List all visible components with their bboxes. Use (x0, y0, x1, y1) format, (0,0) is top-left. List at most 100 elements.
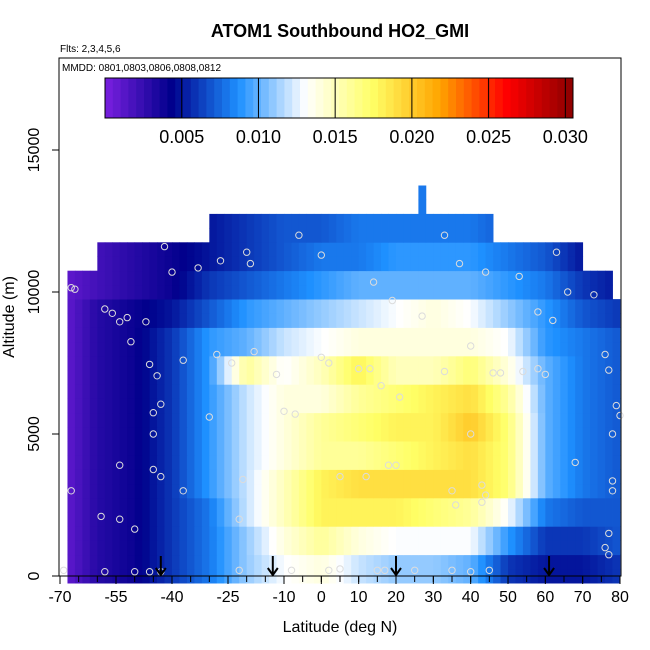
heatmap-cell (172, 526, 180, 541)
heatmap-cell (306, 441, 315, 456)
heatmap-cell (612, 412, 621, 428)
heatmap-cell (261, 497, 270, 513)
heatmap-cell (291, 384, 300, 399)
heatmap-cell (269, 512, 277, 527)
heatmap-cell (269, 483, 277, 499)
heatmap-cell (537, 398, 546, 414)
heatmap-cell (463, 370, 472, 385)
heatmap-cell (179, 384, 188, 399)
heatmap-cell (157, 242, 165, 257)
heatmap-cell (366, 384, 374, 399)
heatmap-cell (396, 455, 404, 470)
heatmap-cell (396, 355, 404, 371)
heatmap-cell (373, 512, 382, 527)
heatmap-cell (425, 455, 434, 470)
heatmap-cell (186, 284, 195, 300)
heatmap-cell (351, 270, 360, 286)
heatmap-cell (343, 483, 352, 499)
heatmap-cell (134, 242, 143, 257)
heatmap-cell (560, 398, 569, 414)
heatmap-cell (343, 512, 352, 527)
heatmap-cell (157, 512, 165, 527)
heatmap-cell (276, 213, 285, 229)
heatmap-cell (612, 384, 621, 399)
heatmap-cell (134, 327, 143, 343)
heatmap-cell (291, 426, 300, 442)
heatmap-cell (276, 270, 285, 286)
heatmap-cell (261, 469, 270, 485)
heatmap-cell (448, 540, 457, 556)
heatmap-cell (351, 398, 360, 414)
heatmap-cell (157, 412, 165, 428)
heatmap-cell (597, 341, 606, 357)
heatmap-cell (567, 327, 576, 343)
heatmap-cell (605, 497, 613, 513)
heatmap-cell (104, 426, 113, 442)
heatmap-cell (575, 540, 584, 556)
heatmap-cell (358, 455, 367, 470)
heatmap-cell (186, 341, 195, 357)
heatmap-cell (425, 228, 434, 243)
heatmap-cell (209, 469, 218, 485)
heatmap-cell (104, 313, 113, 328)
heatmap-cell (470, 355, 479, 371)
heatmap-cell (119, 469, 128, 485)
heatmap-cell (104, 497, 113, 513)
colorbar-tick-label: 0.010 (236, 127, 281, 147)
heatmap-cell (425, 512, 434, 527)
heatmap-cell (82, 469, 91, 485)
heatmap-cell (209, 370, 218, 385)
heatmap-cell (284, 242, 292, 257)
heatmap-cell (186, 313, 195, 328)
heatmap-cell (261, 256, 270, 272)
heatmap-cell (179, 497, 188, 513)
heatmap-cell (605, 327, 613, 343)
heatmap-cell (321, 256, 330, 272)
heatmap-cell (530, 341, 539, 357)
heatmap-cell (418, 228, 427, 243)
heatmap-cell (418, 213, 427, 229)
heatmap-cell (440, 412, 449, 428)
heatmap-cell (612, 469, 621, 485)
heatmap-cell (403, 512, 412, 527)
observation-point (145, 568, 154, 576)
heatmap-cell (410, 483, 419, 499)
heatmap-cell (358, 512, 367, 527)
heatmap-cell (343, 398, 352, 414)
heatmap-cell (463, 540, 472, 556)
heatmap-cell (560, 327, 569, 343)
heatmap-cell (127, 526, 136, 541)
heatmap-cell (440, 426, 449, 442)
heatmap-cell (537, 270, 546, 286)
heatmap-cell (298, 256, 307, 272)
heatmap-cell (493, 426, 501, 442)
heatmap-cell (567, 526, 576, 541)
heatmap-cell (216, 370, 225, 385)
heatmap-cell (231, 497, 240, 513)
heatmap-cell (605, 341, 613, 357)
heatmap-cell (104, 483, 113, 499)
heatmap-cell (493, 313, 501, 328)
heatmap-cell (605, 526, 613, 541)
heatmap-cell (104, 341, 113, 357)
heatmap-cell (336, 213, 345, 229)
heatmap-cell (104, 469, 113, 485)
heatmap-cell (276, 242, 285, 257)
observation-point (235, 515, 243, 523)
heatmap-cell (157, 526, 165, 541)
heatmap-cell (605, 355, 613, 371)
heatmap-cell (433, 313, 442, 328)
heatmap-cell (530, 554, 539, 570)
heatmap-cell (313, 213, 322, 229)
heatmap-cell (284, 384, 292, 399)
heatmap-cell (590, 299, 598, 314)
heatmap-cell (425, 412, 434, 428)
heatmap-cell (425, 497, 434, 513)
heatmap-cell (291, 469, 300, 485)
heatmap-cell (522, 412, 531, 428)
heatmap-cell (478, 256, 486, 272)
heatmap-cell (261, 341, 270, 357)
heatmap-cell (351, 441, 360, 456)
heatmap-cell (231, 469, 240, 485)
heatmap-cell (478, 469, 486, 485)
